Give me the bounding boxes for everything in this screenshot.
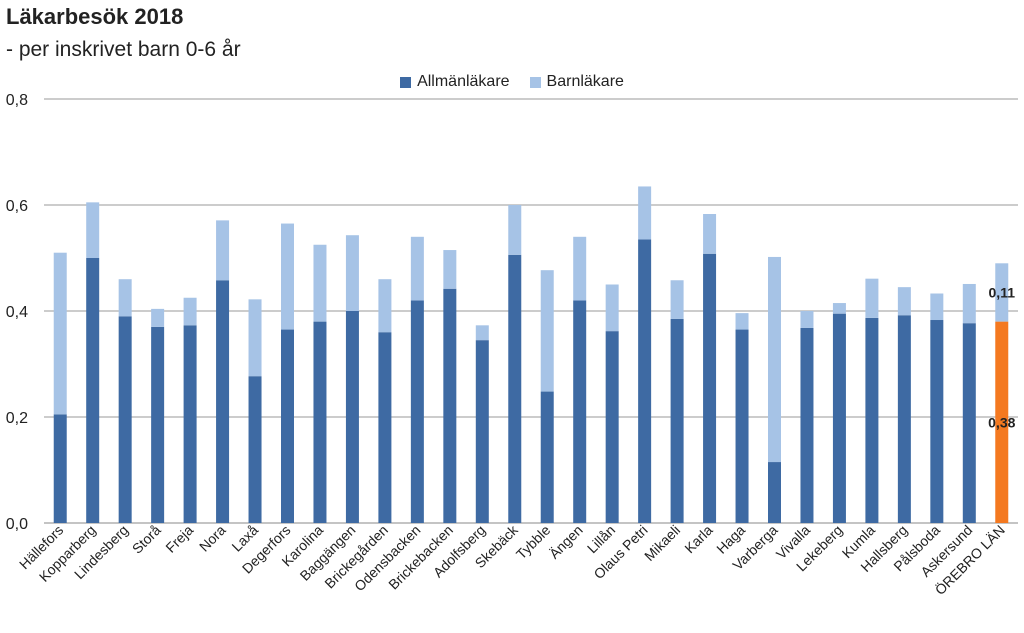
bar-allmanlakare — [605, 331, 619, 523]
bar-barnlakare — [53, 252, 67, 415]
x-tick-label: Nora — [196, 522, 229, 555]
bar-allmanlakare — [962, 323, 976, 523]
bar-allmanlakare — [735, 329, 749, 523]
bar-barnlakare — [995, 263, 1009, 322]
y-tick-label: 0,4 — [6, 304, 28, 321]
bar-allmanlakare — [183, 325, 197, 523]
bar-allmanlakare — [151, 326, 165, 523]
bar-barnlakare — [216, 220, 230, 281]
bar-allmanlakare — [475, 340, 489, 523]
bar-barnlakare — [183, 297, 197, 326]
bar-allmanlakare — [995, 321, 1009, 523]
bar-barnlakare — [313, 244, 327, 322]
y-tick-label: 0,6 — [6, 198, 28, 215]
bar-barnlakare — [768, 256, 781, 463]
bar-barnlakare — [248, 299, 262, 377]
bar-barnlakare — [378, 279, 392, 333]
legend-label-barnlakare: Barnläkare — [546, 73, 624, 90]
bar-barnlakare — [475, 325, 489, 341]
bar-allmanlakare — [281, 329, 294, 523]
bar-barnlakare — [573, 236, 587, 301]
x-tick-label: Tybble — [513, 522, 554, 563]
bar-allmanlakare — [638, 239, 652, 523]
bar-barnlakare — [800, 311, 814, 328]
legend-item-allmanlakare: Allmänläkare — [400, 73, 510, 91]
bar-barnlakare — [832, 303, 846, 314]
chart-title: Läkarbesök 2018 — [6, 4, 184, 29]
legend-swatch-allmanlakare — [400, 76, 412, 88]
bar-allmanlakare — [930, 320, 944, 523]
bar-allmanlakare — [865, 317, 879, 523]
bar-allmanlakare — [443, 288, 457, 523]
bar-allmanlakare — [248, 376, 262, 523]
x-tick-label: Storå — [129, 522, 164, 557]
x-tick-label: Karla — [681, 522, 716, 557]
bar-barnlakare — [410, 236, 424, 301]
legend-label-allmanlakare: Allmänläkare — [417, 73, 510, 90]
data-label: 0,11 — [989, 284, 1016, 300]
bar-barnlakare — [638, 186, 652, 240]
bar-barnlakare — [703, 214, 717, 254]
legend-item-barnlakare: Barnläkare — [529, 73, 624, 91]
bar-allmanlakare — [410, 300, 424, 523]
chart-subtitle: - per inskrivet barn 0-6 år — [6, 38, 241, 61]
bar-barnlakare — [118, 279, 132, 317]
bar-barnlakare — [670, 280, 684, 319]
bar-allmanlakare — [703, 253, 717, 523]
data-label: 0,38 — [988, 414, 1015, 430]
x-tick-label: Ängen — [546, 522, 586, 562]
x-tick-label: Mikaeli — [641, 522, 683, 564]
bar-barnlakare — [86, 202, 100, 258]
bar-barnlakare — [605, 284, 619, 332]
bar-allmanlakare — [216, 280, 230, 523]
bar-allmanlakare — [118, 316, 132, 523]
bar-allmanlakare — [670, 318, 684, 523]
bar-barnlakare — [930, 293, 944, 321]
bar-barnlakare — [735, 313, 749, 330]
bar-barnlakare — [281, 223, 294, 330]
bar-allmanlakare — [345, 311, 359, 523]
bar-allmanlakare — [313, 321, 327, 523]
bar-barnlakare — [151, 308, 165, 327]
legend-swatch-barnlakare — [529, 76, 541, 88]
bar-barnlakare — [962, 283, 976, 324]
y-tick-label: 0,0 — [6, 516, 28, 533]
bar-allmanlakare — [768, 462, 781, 523]
bar-barnlakare — [540, 270, 554, 392]
x-tick-label: Freja — [162, 522, 196, 556]
y-tick-label: 0,8 — [6, 92, 28, 109]
y-tick-label: 0,2 — [6, 410, 28, 427]
bar-allmanlakare — [897, 315, 911, 523]
bar-barnlakare — [897, 287, 911, 316]
bar-allmanlakare — [378, 332, 392, 523]
bar-allmanlakare — [832, 313, 846, 523]
bar-barnlakare — [865, 278, 879, 318]
bar-allmanlakare — [800, 327, 814, 523]
bar-allmanlakare — [86, 258, 100, 523]
bar-allmanlakare — [53, 414, 67, 523]
bar-allmanlakare — [508, 254, 522, 523]
legend: Allmänläkare Barnläkare — [0, 73, 1024, 91]
bar-allmanlakare — [540, 391, 554, 523]
bar-allmanlakare — [573, 300, 587, 523]
bar-barnlakare — [443, 250, 457, 289]
bar-barnlakare — [508, 205, 522, 255]
bar-barnlakare — [345, 235, 359, 311]
